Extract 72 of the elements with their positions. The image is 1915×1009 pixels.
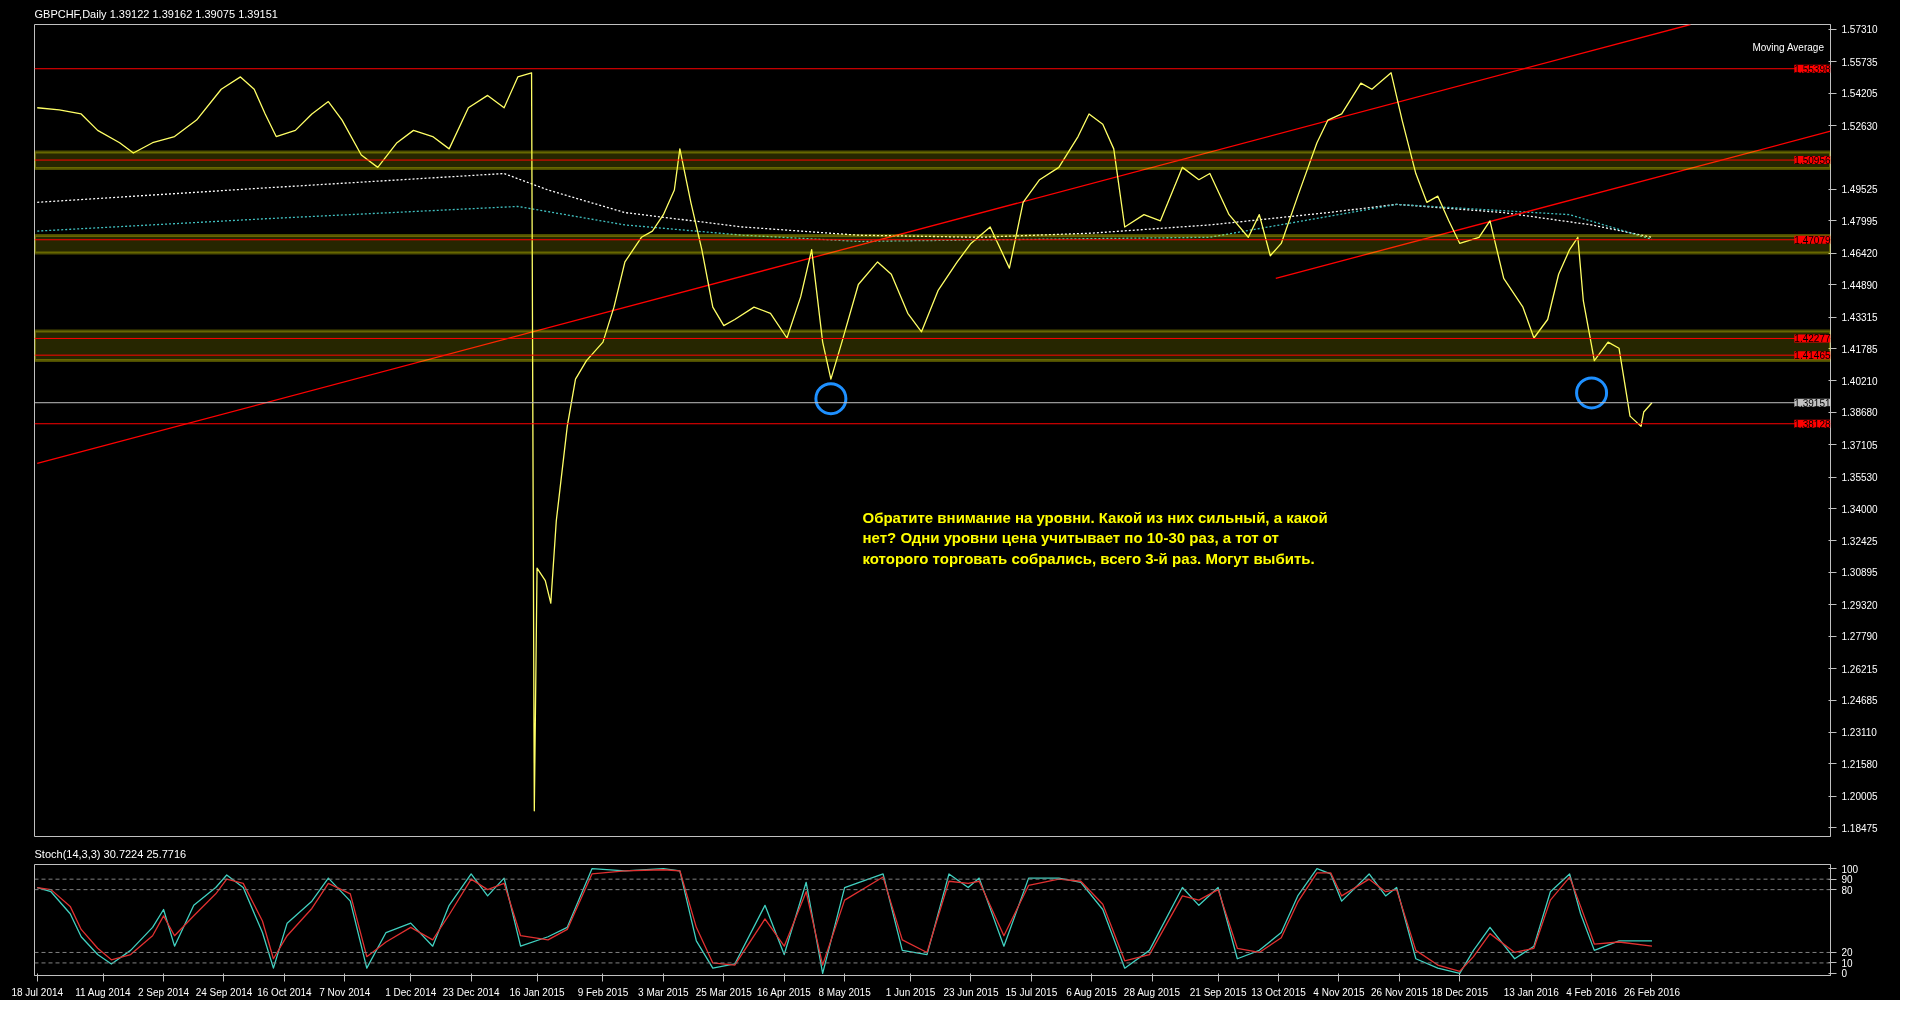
y-tick-label: 1.35530	[1841, 472, 1879, 484]
x-tick-label: 6 Aug 2015	[1066, 986, 1118, 998]
x-tick-label: 28 Aug 2015	[1123, 986, 1181, 998]
ref-line-label: 1.41465	[1794, 350, 1831, 362]
x-tick-label: 15 Jul 2015	[1005, 986, 1058, 998]
x-tick-label: 21 Sep 2015	[1189, 986, 1247, 998]
ref-line-label: 1.47079	[1794, 234, 1831, 246]
ref-line-label: 1.50956	[1794, 155, 1831, 167]
line-series	[36, 203, 1653, 243]
ref-line-label: 1.55398	[1794, 63, 1831, 75]
x-tick-label: 26 Feb 2016	[1623, 986, 1681, 998]
x-tick-label: 4 Nov 2015	[1313, 986, 1365, 998]
y-tick-label: 80	[1841, 884, 1854, 896]
y-tick-label: 1.24685	[1841, 695, 1879, 707]
y-tick-label: 1.18475	[1841, 822, 1879, 834]
x-tick-label: 16 Jan 2015	[509, 986, 566, 998]
y-tick-label: 1.34000	[1841, 503, 1879, 515]
y-tick-label: 100	[1841, 863, 1859, 875]
y-tick-label: 1.30895	[1841, 567, 1879, 579]
y-tick-label: 1.23110	[1841, 727, 1878, 739]
x-tick-label: 8 May 2015	[818, 986, 872, 998]
x-tick-label: 24 Sep 2014	[195, 986, 253, 998]
x-tick-label: 2 Sep 2014	[137, 986, 190, 998]
y-tick-label: 20	[1841, 947, 1854, 959]
ref-line-label: 1.42277	[1794, 333, 1831, 345]
y-tick-label: 10	[1841, 957, 1854, 969]
y-tick-label: 1.43315	[1841, 312, 1879, 324]
y-tick-label: 1.20005	[1841, 791, 1879, 803]
y-tick-label: 90	[1841, 874, 1854, 886]
chart-title: GBPCHF,Daily 1.39122 1.39162 1.39075 1.39151	[34, 7, 278, 20]
annotation: Moving Average	[1752, 41, 1825, 53]
y-tick-label: 1.49525	[1841, 184, 1879, 196]
x-tick-label: 11 Aug 2014	[75, 986, 132, 998]
y-tick-label: 1.21580	[1841, 758, 1879, 770]
y-tick-label: 1.52630	[1841, 120, 1879, 132]
x-tick-label: 23 Jun 2015	[943, 986, 999, 998]
x-tick-label: 4 Feb 2016	[1566, 986, 1618, 998]
x-tick-label: 13 Jan 2016	[1503, 986, 1560, 998]
x-tick-label: 16 Apr 2015	[756, 986, 812, 998]
x-tick-label: 26 Nov 2015	[1371, 986, 1429, 998]
line-series	[36, 72, 1653, 812]
x-tick-label: 3 Mar 2015	[638, 986, 690, 998]
annotation: Обратите внимание на уровни. Какой из них сильный, а какой нет? Одни уровни цена учитывает по 10-30 раз, а тот от которого торговать собрались, всего 3-й раз. Могут выбить.	[862, 508, 1328, 567]
y-tick-label: 1.57310	[1841, 24, 1879, 36]
y-tick-label: 1.41785	[1841, 343, 1879, 355]
x-tick-label: 16 Oct 2014	[257, 986, 313, 998]
x-tick-label: 18 Jul 2014	[11, 986, 64, 998]
ref-line-label: 1.38128	[1794, 418, 1831, 430]
y-tick-label: 1.37105	[1841, 439, 1879, 451]
y-tick-label: 1.47995	[1841, 215, 1879, 227]
y-tick-label: 0	[1841, 968, 1848, 980]
y-tick-label: 1.54205	[1841, 88, 1879, 100]
x-tick-label: 13 Oct 2015	[1251, 986, 1307, 998]
y-tick-label: 1.44890	[1841, 279, 1879, 291]
x-tick-label: 23 Dec 2014	[442, 986, 500, 998]
y-tick-label: 1.46420	[1841, 248, 1879, 260]
y-tick-label: 1.55735	[1841, 56, 1879, 68]
x-tick-label: 9 Feb 2015	[577, 986, 629, 998]
y-tick-label: 1.32425	[1841, 535, 1879, 547]
ref-line-label: 1.39151	[1794, 397, 1831, 409]
x-tick-label: 1 Dec 2014	[385, 986, 437, 998]
y-tick-label: 1.29320	[1841, 599, 1879, 611]
y-tick-label: 1.40210	[1841, 375, 1879, 387]
y-tick-label: 1.38680	[1841, 407, 1879, 419]
y-tick-label: 1.26215	[1841, 663, 1879, 675]
x-tick-label: 7 Nov 2014	[319, 986, 371, 998]
x-tick-label: 1 Jun 2015	[885, 986, 936, 998]
x-tick-label: 25 Mar 2015	[695, 986, 753, 998]
x-tick-label: 18 Dec 2015	[1431, 986, 1489, 998]
line-series	[36, 172, 1653, 238]
chart-title: Stoch(14,3,3) 30.7224 25.7716	[34, 847, 187, 860]
y-tick-label: 1.27790	[1841, 631, 1879, 643]
